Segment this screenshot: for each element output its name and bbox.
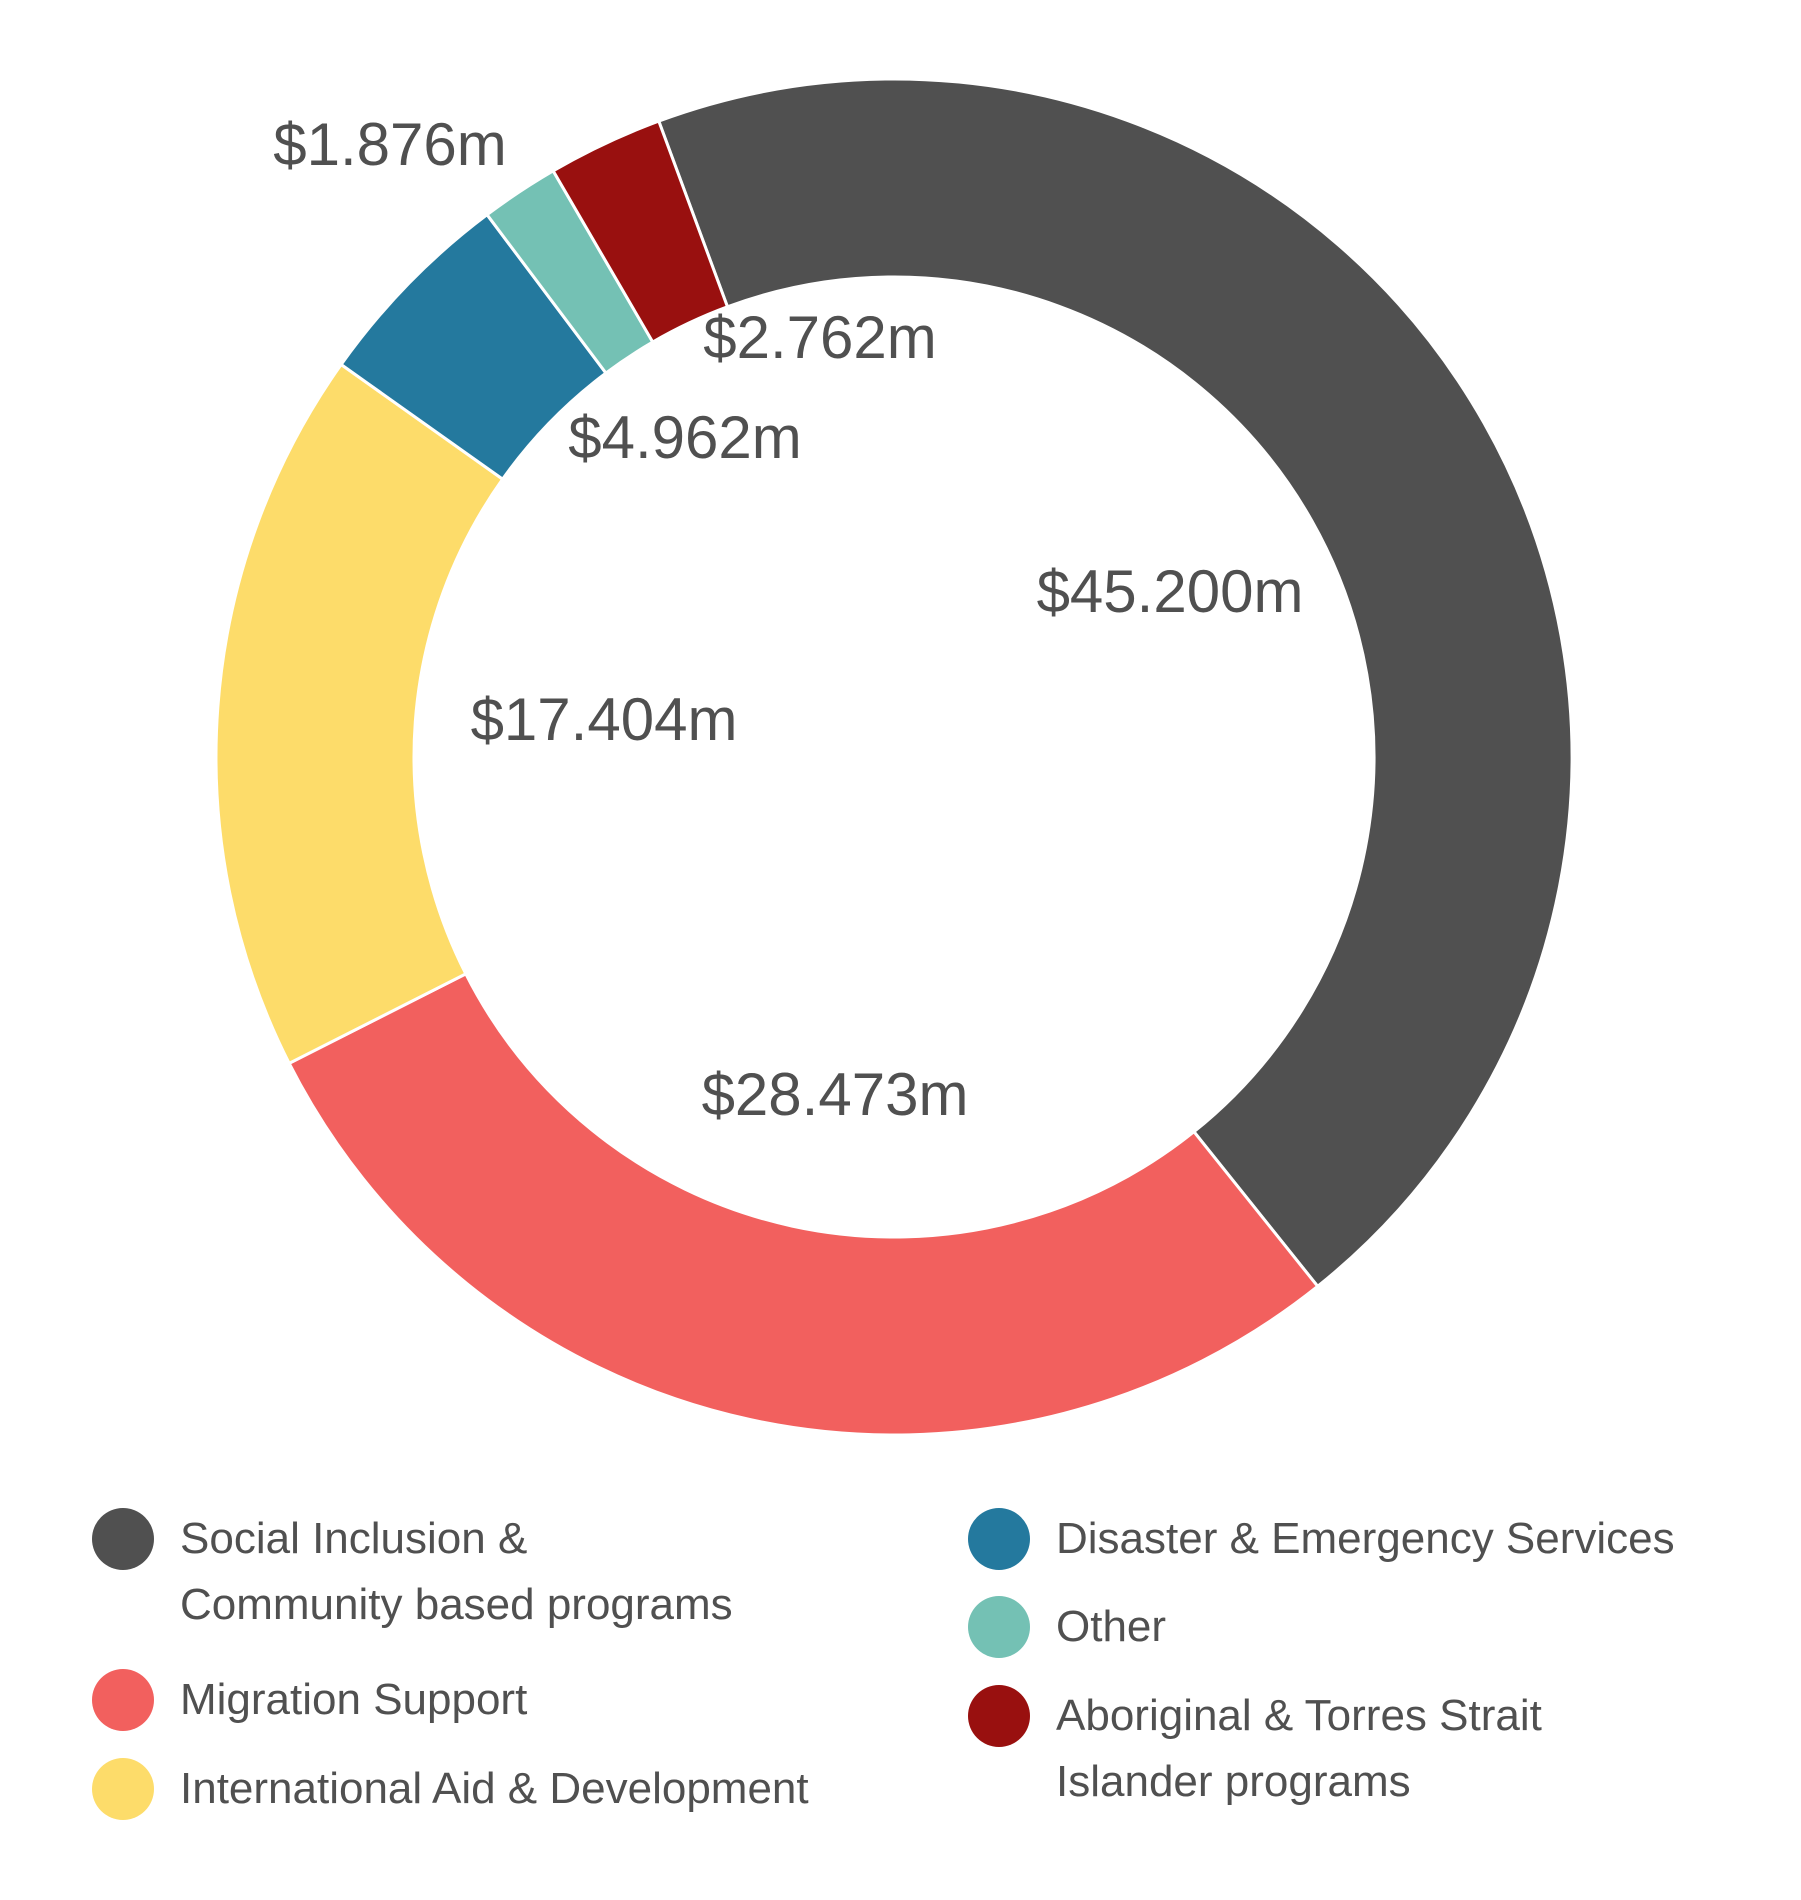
slice-value-label: $4.962m bbox=[568, 404, 802, 471]
slice-value-label: $45.200m bbox=[1037, 558, 1304, 625]
legend-swatch bbox=[968, 1685, 1030, 1747]
legend-swatch bbox=[968, 1508, 1030, 1570]
legend-label-line: Aboriginal & Torres Strait bbox=[1056, 1691, 1542, 1740]
legend-item-migration-support: Migration Support bbox=[92, 1669, 527, 1733]
legend-label: Social Inclusion & Community based progr… bbox=[180, 1506, 733, 1638]
legend-label: Other bbox=[1056, 1602, 1167, 1651]
legend-label-line: Islander programs bbox=[1056, 1757, 1411, 1806]
slice-international-aid-and-development bbox=[214, 362, 505, 1066]
legend-label: Migration Support bbox=[180, 1675, 528, 1724]
donut-chart: $45.200m $28.473m $17.404m $4.962m $1.876m $2… bbox=[214, 77, 1574, 1437]
slice-migration-support bbox=[287, 971, 1320, 1437]
legend-label: International Aid & Development bbox=[180, 1764, 809, 1813]
legend-item-other: Other bbox=[968, 1596, 1166, 1660]
slice-value-label: $1.876m bbox=[273, 111, 507, 178]
slice-social-inclusion-and-community-based-programs bbox=[656, 77, 1574, 1289]
donut-slices bbox=[214, 77, 1574, 1437]
legend-swatch bbox=[968, 1596, 1030, 1658]
slice-value-label: $28.473m bbox=[702, 1061, 969, 1128]
legend-item-social-inclusion: Social Inclusion & Community based progr… bbox=[92, 1508, 733, 1638]
legend-item-international-aid: International Aid & Development bbox=[92, 1758, 809, 1822]
legend-label-line: Social Inclusion & bbox=[180, 1514, 528, 1563]
legend-item-aboriginal-torres-strait: Aboriginal & Torres Strait Islander prog… bbox=[968, 1685, 1542, 1815]
slice-value-label: $2.762m bbox=[703, 304, 937, 371]
slice-aboriginal-and-torres-strait-islander-programs bbox=[551, 119, 730, 345]
slice-labels: $45.200m $28.473m $17.404m $4.962m $1.876m $2… bbox=[273, 111, 1303, 1128]
slice-value-label: $17.404m bbox=[471, 686, 738, 753]
legend-label-line: Community based programs bbox=[180, 1580, 733, 1629]
legend-swatch bbox=[92, 1669, 154, 1731]
legend-swatch bbox=[92, 1758, 154, 1820]
legend-label: Disaster & Emergency Services bbox=[1056, 1514, 1675, 1563]
legend-label: Aboriginal & Torres Strait Islander prog… bbox=[1056, 1683, 1542, 1815]
legend-item-disaster-emergency: Disaster & Emergency Services bbox=[968, 1508, 1675, 1572]
legend-swatch bbox=[92, 1508, 154, 1570]
